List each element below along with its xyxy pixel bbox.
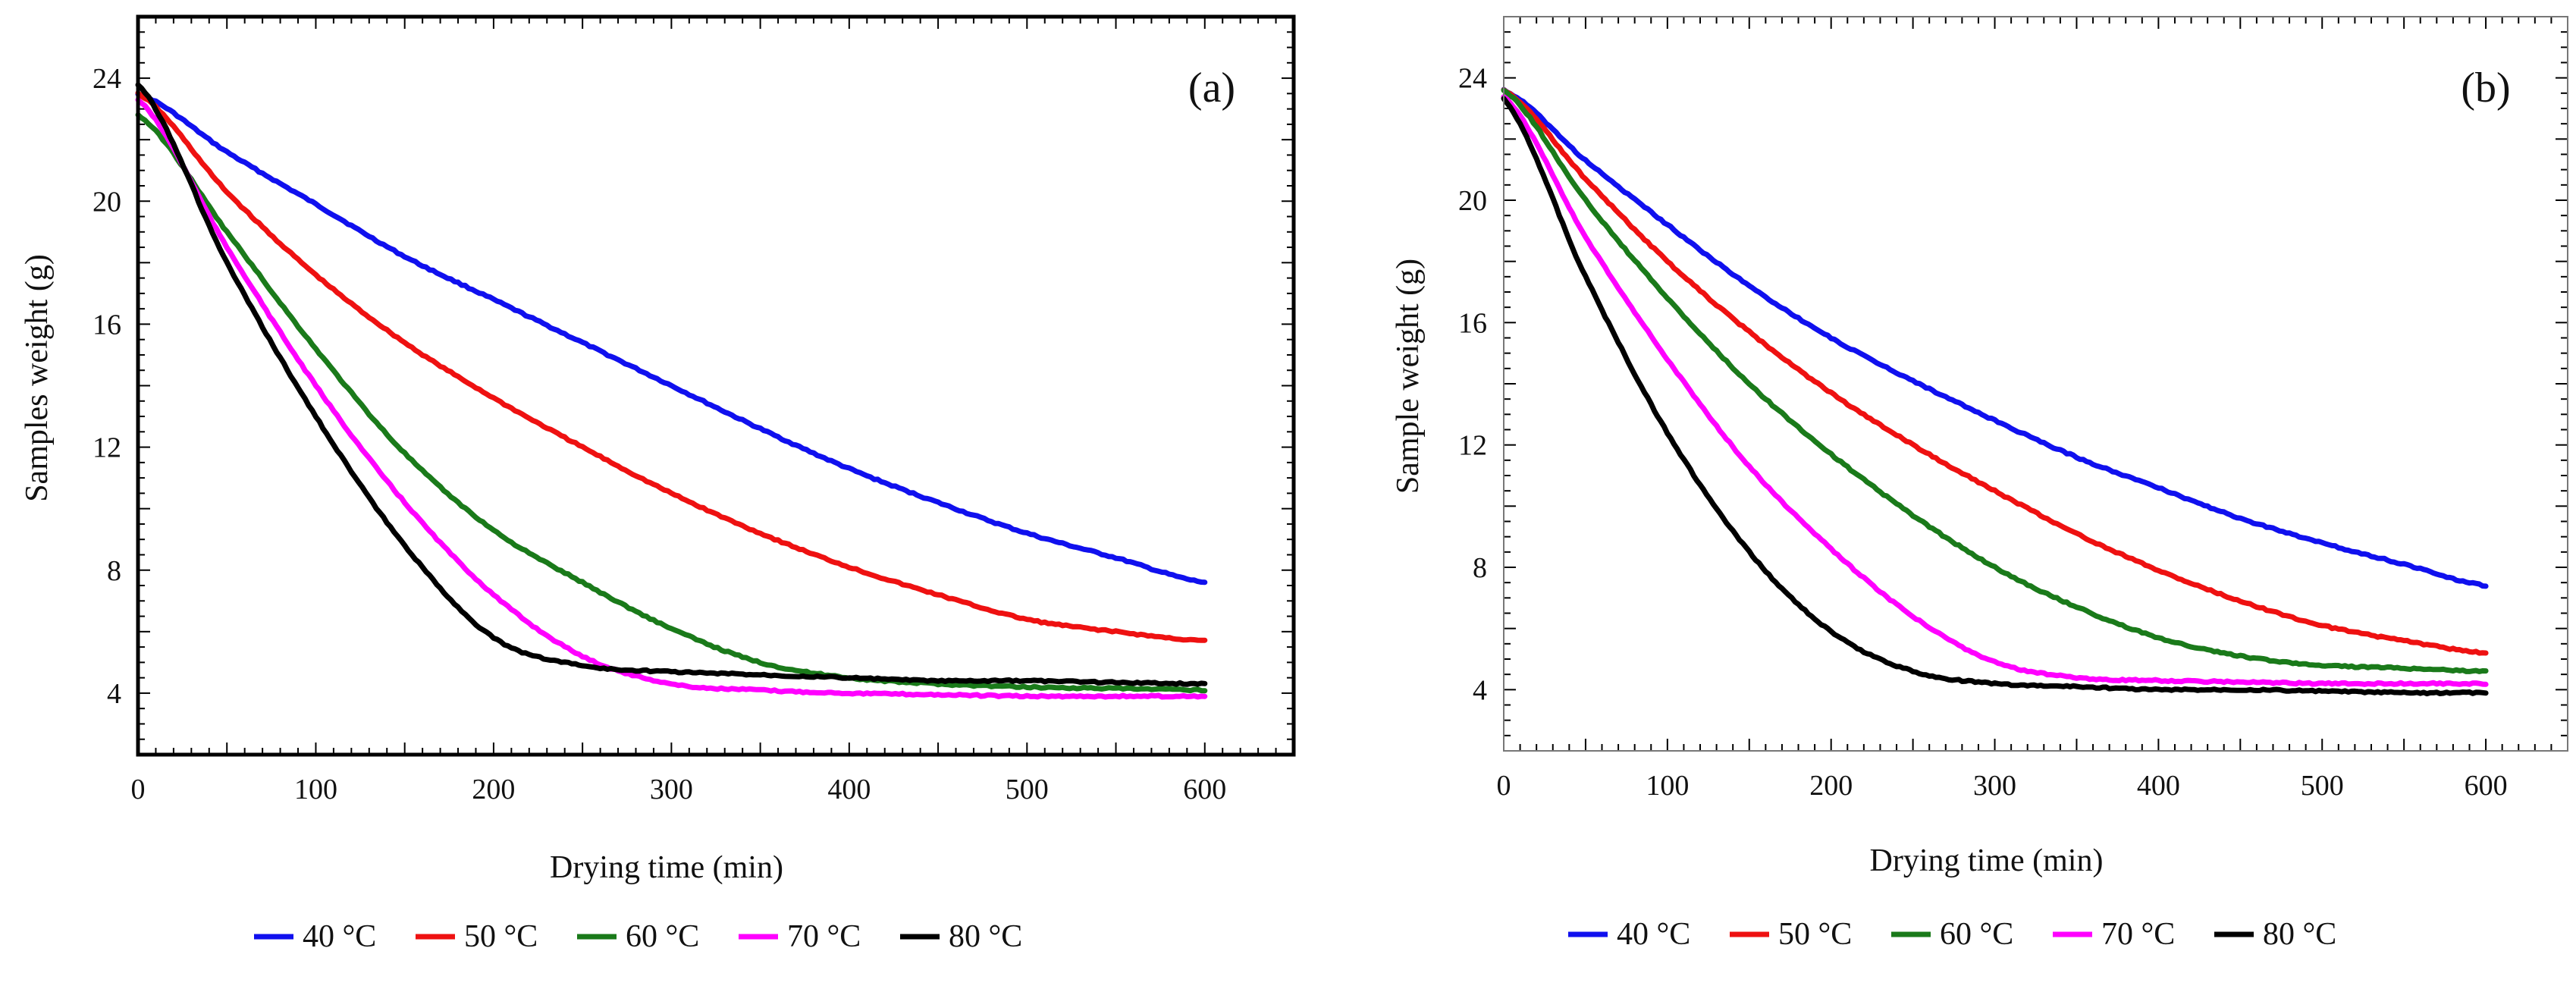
x-axis-title: Drying time (min): [1870, 843, 2104, 878]
y-tick-label: 4: [107, 678, 121, 710]
series-line-40-c: [135, 91, 1208, 586]
legend-label-40-c: 40 °C: [303, 919, 376, 954]
x-tick-label: 200: [472, 774, 515, 805]
series-line-70-c: [1501, 94, 2489, 687]
legend-label-40-c: 40 °C: [1617, 917, 1690, 952]
x-tick-label: 600: [1183, 774, 1226, 805]
chart-panel-b: 0 100 200 300 400 500 600 4 8 12 16 20 24 Drying time…: [1391, 16, 2568, 878]
y-tick-label: 12: [1458, 430, 1487, 462]
plot-frame: [136, 14, 1296, 757]
x-tick-label: 500: [1006, 774, 1049, 805]
legend-label-50-c: 50 °C: [1778, 917, 1852, 952]
x-tick-label: 300: [650, 774, 693, 805]
minor-ticks: [137, 16, 1294, 755]
series-line-50-c: [135, 90, 1208, 643]
x-tick-label: 300: [1973, 770, 2016, 802]
y-tick-label: 16: [1458, 307, 1487, 339]
legend-label-70-c: 70 °C: [787, 919, 861, 954]
x-tick-label: 400: [827, 774, 871, 805]
y-tick-label: 8: [1473, 552, 1487, 584]
x-tick-label: 100: [294, 774, 337, 805]
x-tick-label: 100: [1646, 770, 1689, 802]
y-tick-label: 8: [107, 555, 121, 587]
series-line-40-c: [1501, 86, 2489, 589]
legend-label-70-c: 70 °C: [2101, 917, 2175, 952]
y-tick-label: 20: [1458, 185, 1487, 217]
plot-frame: [1503, 16, 2568, 752]
panel-label: (a): [1188, 64, 1235, 111]
y-axis-title: Samples weight (g): [20, 254, 55, 502]
series-line-50-c: [1501, 87, 2489, 656]
x-axis-title: Drying time (min): [550, 850, 783, 885]
minor-ticks: [1503, 16, 2568, 752]
x-tick-label: 400: [2137, 770, 2180, 802]
x-tick-label: 0: [131, 774, 146, 805]
y-tick-label: 16: [93, 309, 121, 341]
y-tick-label: 24: [93, 63, 121, 95]
legend-label-50-c: 50 °C: [464, 919, 538, 954]
panel-label: (b): [2461, 64, 2510, 111]
y-axis-title: Sample weight (g): [1391, 259, 1426, 494]
x-tick-label: 500: [2301, 770, 2344, 802]
series-line-60-c: [1501, 87, 2489, 674]
legend-label-60-c: 60 °C: [626, 919, 699, 954]
legend-label-80-c: 80 °C: [2263, 917, 2336, 952]
y-tick-label: 20: [93, 186, 121, 218]
y-tick-label: 12: [93, 432, 121, 464]
legend-label-60-c: 60 °C: [1940, 917, 2013, 952]
y-tick-label: 4: [1473, 674, 1487, 706]
legend-b: 40 °C 50 °C 60 °C 70 °C 80 °C: [1568, 917, 2336, 952]
legend-label-80-c: 80 °C: [949, 919, 1022, 954]
x-tick-label: 0: [1497, 770, 1511, 802]
series-line-80-c: [135, 82, 1208, 687]
chart-panel-a: 0 100 200 300 400 500 600 4 8 12 16 20 24 Drying time…: [20, 14, 1296, 885]
y-tick-label: 24: [1458, 63, 1487, 95]
x-tick-label: 200: [1809, 770, 1853, 802]
series-line-70-c: [135, 97, 1208, 700]
x-tick-label: 600: [2465, 770, 2508, 802]
series-line-80-c: [1501, 96, 2489, 697]
series-line-60-c: [135, 111, 1208, 694]
legend-a: 40 °C 50 °C 60 °C 70 °C 80 °C: [254, 919, 1022, 954]
